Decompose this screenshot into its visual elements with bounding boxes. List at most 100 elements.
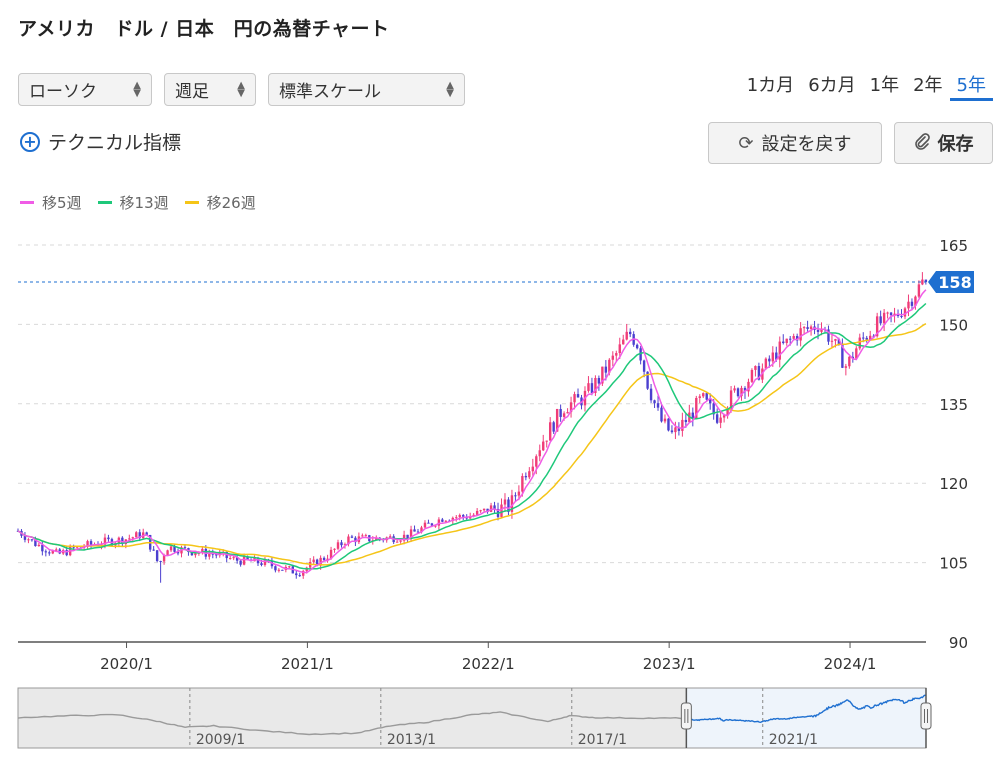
- current-price-badge: [928, 271, 974, 294]
- candle-body: [169, 546, 173, 551]
- candle-body: [566, 412, 569, 414]
- candle-body: [816, 329, 820, 332]
- navigator-right-handle[interactable]: [920, 702, 932, 730]
- candle-body: [608, 359, 611, 373]
- candle-body: [388, 536, 392, 538]
- candle-body: [785, 338, 788, 344]
- candle-body: [364, 535, 368, 537]
- navigator-tick-label: 2017/1: [578, 732, 627, 748]
- candle-body: [764, 358, 768, 369]
- x-tick-label: 2022/1: [462, 655, 515, 673]
- candle-body: [914, 296, 917, 306]
- save-button[interactable]: 保存: [894, 122, 993, 164]
- candle-body: [851, 356, 855, 359]
- candle-body: [705, 393, 708, 400]
- candle-body: [855, 348, 858, 359]
- tab-1-month[interactable]: 1カ月: [746, 75, 795, 96]
- candle-body: [667, 418, 670, 431]
- navigator-unselected-area: [18, 688, 687, 748]
- legend-swatch: [20, 201, 34, 204]
- ma5-line: [17, 289, 927, 574]
- candle-body: [329, 549, 333, 559]
- candle-body: [562, 413, 566, 417]
- tab-6-months[interactable]: 6カ月: [808, 75, 856, 96]
- candle-body: [827, 329, 830, 342]
- candle-body: [23, 535, 27, 540]
- candle-body: [65, 550, 68, 556]
- legend-item-ma26: 移26週: [184, 192, 256, 213]
- candle-body: [820, 328, 823, 332]
- candle-body: [535, 456, 538, 467]
- candle-body: [757, 366, 761, 380]
- candle-body: [653, 400, 656, 404]
- candle-body: [190, 552, 194, 556]
- candle-body: [375, 537, 378, 541]
- candle-body: [698, 396, 701, 398]
- candle-body: [882, 312, 886, 324]
- candle-body: [281, 569, 284, 571]
- candle-body: [173, 546, 176, 552]
- candle-body: [55, 549, 58, 551]
- candle-body: [528, 471, 531, 478]
- candle-body: [573, 394, 576, 403]
- y-tick-label: 90: [949, 634, 968, 652]
- candle-body: [37, 544, 41, 547]
- candle-body: [660, 407, 663, 422]
- refresh-icon: ⟳: [738, 132, 754, 154]
- interval-select[interactable]: 週足 ▲ ▼: [164, 73, 256, 106]
- price-chart[interactable]: 90 105 120 135 150 165 2020/1 2021/1 2022/1 2023/…: [0, 225, 999, 755]
- candle-body: [921, 279, 924, 285]
- candle-body: [343, 544, 347, 546]
- candle-body: [628, 331, 632, 335]
- candle-body: [128, 538, 131, 540]
- y-tick-label: 150: [939, 316, 968, 334]
- candle-body: [420, 527, 423, 533]
- candle-body: [423, 522, 427, 528]
- candle-body: [590, 383, 594, 393]
- navigator-left-handle[interactable]: [680, 702, 692, 730]
- candle-body: [514, 495, 517, 497]
- navigator-history-line: [17, 711, 682, 736]
- tab-1-year[interactable]: 1年: [869, 75, 900, 96]
- candle-body: [604, 366, 608, 373]
- candle-body: [72, 546, 75, 548]
- navigator-tick-label: 2021/1: [769, 732, 818, 748]
- candle-body: [677, 427, 681, 431]
- candle-body: [695, 397, 698, 419]
- legend-swatch: [184, 201, 199, 204]
- candle-body: [395, 541, 399, 543]
- candle-body: [552, 422, 555, 432]
- candle-body: [437, 519, 441, 526]
- candle-body: [242, 556, 246, 565]
- candle-body: [837, 339, 841, 345]
- candle-body: [830, 340, 834, 342]
- candle-body: [131, 537, 134, 539]
- candle-body: [670, 430, 674, 433]
- candle-body: [639, 348, 642, 361]
- x-tick-label: 2020/1: [100, 655, 153, 673]
- candle-body: [712, 403, 715, 415]
- plus-circle-icon: +: [20, 131, 40, 152]
- chart-type-select[interactable]: ローソク ▲ ▼: [18, 73, 152, 106]
- tab-2-years[interactable]: 2年: [913, 75, 943, 96]
- candle-body: [806, 327, 809, 329]
- scale-select[interactable]: 標準スケール ▲ ▼: [268, 73, 465, 106]
- candle-body: [524, 475, 528, 478]
- candle-body: [103, 537, 107, 545]
- candle-body: [559, 408, 562, 417]
- technical-indicator-button[interactable]: + テクニカル指標: [20, 128, 181, 155]
- tab-5-years[interactable]: 5年: [949, 74, 993, 101]
- reset-settings-button[interactable]: ⟳ 設定を戻す: [708, 122, 882, 164]
- candle-body: [27, 539, 30, 541]
- candle-body: [576, 394, 580, 398]
- chart-legend: 移5週 移13週 移26週: [20, 192, 256, 213]
- candle-body: [295, 573, 298, 576]
- candle-body: [681, 419, 684, 431]
- ma13-line: [17, 302, 927, 570]
- reset-label: 設定を戻す: [761, 134, 852, 155]
- candle-body: [879, 316, 882, 324]
- candle-body: [503, 499, 507, 505]
- candle-body: [715, 414, 719, 423]
- candle-body: [548, 422, 552, 441]
- candle-body: [232, 557, 235, 559]
